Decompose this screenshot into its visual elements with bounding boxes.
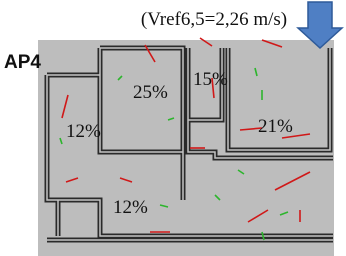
apartment-label: AP4 <box>4 52 41 73</box>
room-label: 25% <box>133 82 168 103</box>
reference-velocity: (Vref6,5=2,26 m/s) <box>141 9 287 30</box>
room-label: 15% <box>193 69 228 90</box>
room-label: 12% <box>66 121 101 142</box>
room-label: 12% <box>113 197 148 218</box>
floor-plan: (Vref6,5=2,26 m/s) AP4 25% 15% 12% 21% 1… <box>0 0 346 256</box>
room-label: 21% <box>258 116 293 137</box>
